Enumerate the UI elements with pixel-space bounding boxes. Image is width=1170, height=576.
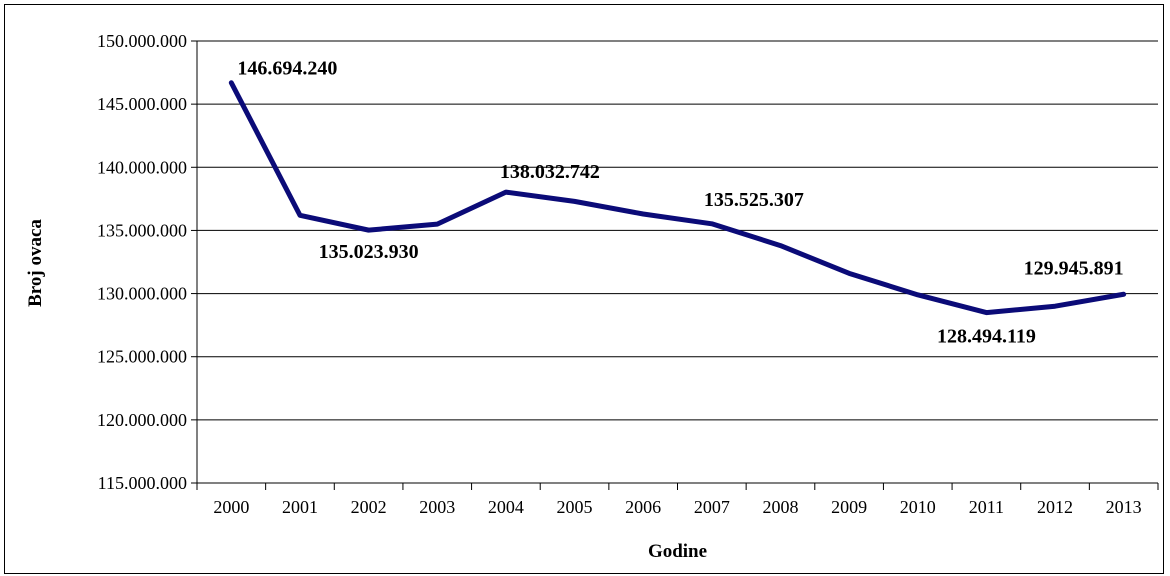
x-tick-label: 2013 xyxy=(1106,497,1142,517)
y-tick-label: 130.000.000 xyxy=(97,284,187,304)
data-label: 135.023.930 xyxy=(319,241,419,263)
y-tick-label: 140.000.000 xyxy=(97,157,187,177)
data-label: 138.032.742 xyxy=(500,161,600,183)
x-tick-label: 2003 xyxy=(419,497,455,517)
y-axis-title: Broj ovaca xyxy=(25,219,46,307)
data-label: 135.525.307 xyxy=(704,189,804,211)
x-axis-title: Godine xyxy=(648,541,707,562)
x-tick-label: 2007 xyxy=(694,497,730,517)
x-tick-label: 2006 xyxy=(625,497,661,517)
chart-frame: 150.000.000 145.000.000 140.000.000 135.000… xyxy=(4,4,1164,574)
x-tick-label: 2004 xyxy=(488,497,524,517)
series xyxy=(228,80,1127,316)
x-tick-label: 2012 xyxy=(1037,497,1073,517)
y-tick-label: 145.000.000 xyxy=(97,94,187,114)
y-tick-label: 150.000.000 xyxy=(97,31,187,51)
x-tick-label: 2002 xyxy=(351,497,387,517)
x-tick-label: 2001 xyxy=(282,497,318,517)
y-tick-label: 125.000.000 xyxy=(97,347,187,367)
data-label: 129.945.891 xyxy=(1024,257,1124,279)
series-line xyxy=(228,80,1127,316)
axes xyxy=(191,40,1159,490)
y-tick-label: 115.000.000 xyxy=(98,473,187,493)
data-label: 146.694.240 xyxy=(237,58,337,80)
x-tick-label: 2008 xyxy=(762,497,798,517)
y-tick-label: 135.000.000 xyxy=(97,220,187,240)
x-tick-label: 2009 xyxy=(831,497,867,517)
data-labels: 146.694.240 135.023.930 138.032.742 135.525… xyxy=(237,58,1123,348)
gridlines xyxy=(197,40,1158,421)
tick-labels: 150.000.000 145.000.000 140.000.000 135.000… xyxy=(97,31,1142,517)
line-chart: 150.000.000 145.000.000 140.000.000 135.000… xyxy=(25,31,1159,562)
x-tick-label: 2000 xyxy=(213,497,249,517)
x-tick-label: 2011 xyxy=(969,497,1004,517)
x-tick-label: 2005 xyxy=(557,497,593,517)
y-tick-label: 120.000.000 xyxy=(97,410,187,430)
data-label: 128.494.119 xyxy=(937,326,1036,348)
x-tick-label: 2010 xyxy=(900,497,936,517)
